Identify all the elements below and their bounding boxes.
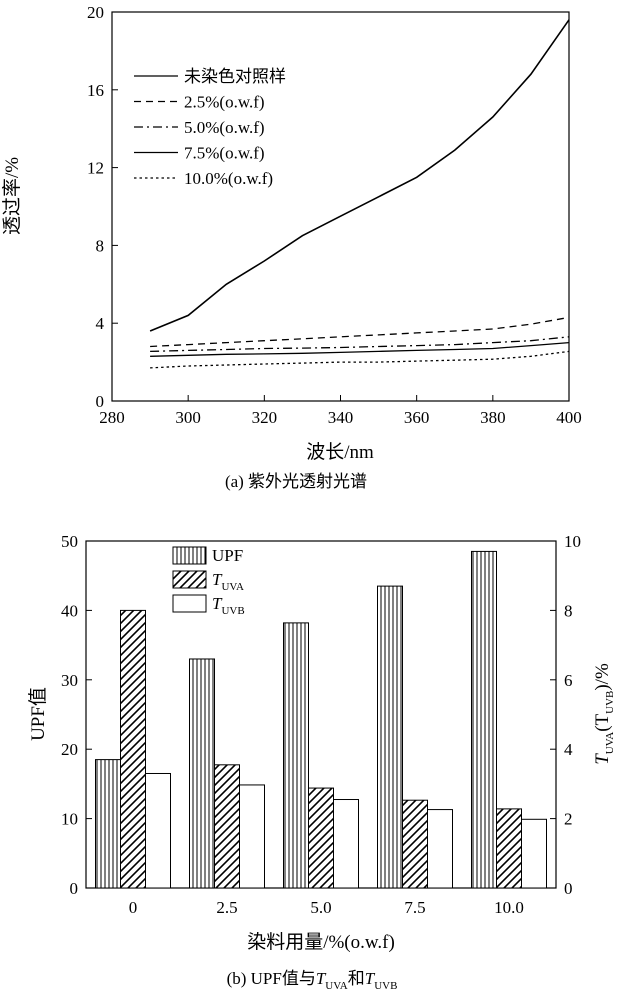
bar-t-uvb-7.5	[427, 809, 453, 889]
legend-label-a: 5.0%(o.w.f)	[184, 118, 265, 137]
y-tick-label-b: 20	[61, 740, 78, 759]
y-tick-label-b: 30	[61, 671, 78, 690]
bar-upf-5.0	[283, 622, 309, 889]
caption-a: (a) 紫外光透射光谱	[225, 472, 367, 491]
panel-a-line-chart: 280 300 320 340 360 380 400 0 4 8 12 16 20 未染色对照样 2.5…	[1, 3, 582, 491]
y-tick-label-a: 8	[96, 236, 105, 255]
y-tick-label-b: 0	[70, 879, 79, 898]
y-axis-label-b: UPF值	[27, 687, 49, 741]
bar-t-uva-5.0	[308, 787, 334, 889]
y-axis-label-a: 透过率/%	[1, 157, 23, 235]
y2-tick-label-b: 0	[564, 879, 573, 898]
y-tick-label-b: 10	[61, 810, 78, 829]
x-tick-label-a: 300	[175, 408, 201, 427]
x-tick-label-a: 340	[328, 408, 354, 427]
bar-t-uvb-10.0	[521, 818, 547, 889]
x-axis-label-a: 波长/nm	[306, 441, 374, 463]
x-tick-label-a: 320	[252, 408, 278, 427]
legend-label-b: TUVB	[212, 594, 245, 617]
y-tick-label-a: 4	[96, 314, 105, 333]
y2-tick-label-b: 4	[564, 740, 573, 759]
legend-label-a: 7.5%(o.w.f)	[184, 144, 265, 163]
legend-a: 未染色对照样 2.5%(o.w.f) 5.0%(o.w.f) 7.5%(o.w.f) 1…	[134, 67, 286, 188]
y2-tick-label-b: 6	[564, 671, 573, 690]
legend-swatch-b	[172, 570, 207, 589]
y-tick-label-a: 12	[87, 159, 104, 178]
x-tick-label-b: 10.0	[494, 898, 524, 917]
x-tick-label-a: 360	[404, 408, 430, 427]
bar-upf-10.0	[471, 550, 497, 889]
x-tick-label-a: 380	[480, 408, 506, 427]
y2-tick-label-b: 10	[564, 532, 581, 551]
legend-swatch-b	[172, 546, 207, 565]
x-tick-label-a: 400	[556, 408, 582, 427]
series-line-3	[150, 336, 570, 353]
caption-b: (b) UPF值与TUVA和TUVB	[227, 969, 398, 992]
bar-t-uva-10.0	[496, 808, 522, 889]
bar-upf-2.5	[189, 658, 215, 889]
bar-t-uvb-0	[145, 772, 171, 889]
series-line-5	[150, 350, 570, 369]
series-line-2	[150, 316, 570, 348]
bar-t-uvb-5.0	[333, 799, 359, 889]
bar-upf-0	[95, 759, 121, 889]
x-tick-label-b: 2.5	[216, 898, 237, 917]
y2-axis-label-b: TUVA(TUVB)/%	[592, 663, 616, 765]
bar-t-uvb-2.5	[239, 784, 265, 889]
series-line-1	[149, 19, 570, 332]
legend-label-b: TUVA	[212, 570, 244, 593]
y-tick-label-a: 16	[87, 81, 104, 100]
bar-t-uva-2.5	[214, 764, 240, 889]
x-axis-label-b: 染料用量/%(o.w.f)	[247, 931, 395, 953]
y-tick-label-a: 20	[87, 3, 104, 22]
y-tick-label-a: 0	[96, 392, 105, 411]
x-tick-label-b: 0	[129, 898, 138, 917]
y-tick-label-b: 40	[61, 601, 78, 620]
y2-tick-label-b: 8	[564, 601, 573, 620]
x-tick-label-b: 5.0	[310, 898, 331, 917]
bar-t-uva-0	[120, 609, 146, 889]
legend-label-a: 2.5%(o.w.f)	[184, 93, 265, 112]
legend-label-a: 10.0%(o.w.f)	[184, 169, 273, 188]
x-tick-label-b: 7.5	[404, 898, 425, 917]
bar-t-uva-7.5	[402, 799, 428, 889]
y-tick-label-b: 50	[61, 532, 78, 551]
legend-swatch-b	[172, 594, 207, 613]
legend-label-a: 未染色对照样	[184, 67, 286, 86]
panel-b-bar-chart: 0 10 20 30 40 50 0 2 4 6 8 10 0 2.5 5.0 7.5 10.0 UPF TUVA…	[27, 532, 616, 992]
x-tick-label-a: 280	[99, 408, 125, 427]
y2-tick-label-b: 2	[564, 810, 573, 829]
bar-upf-7.5	[377, 585, 403, 889]
series-line-4	[150, 341, 570, 357]
legend-label-b: UPF	[212, 546, 243, 565]
